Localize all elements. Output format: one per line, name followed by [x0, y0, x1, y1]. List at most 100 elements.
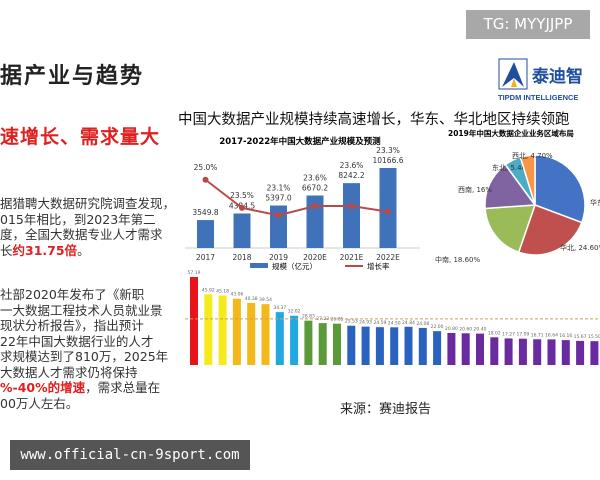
text: 长 — [0, 242, 13, 258]
pie-slice — [484, 163, 537, 210]
bar — [461, 333, 470, 365]
legend-bar-swatch — [250, 263, 268, 268]
bar-label: 17.09 — [516, 332, 529, 338]
chart-title: 2017-2022年中国大数据产业规模及预测 — [219, 136, 381, 147]
bar — [204, 294, 213, 365]
region-pie-chart: 2019年中国大数据企业业务区域布局华东华北, 24.60% 中南, 18.60%… — [435, 128, 600, 264]
bar-label: 24.93 — [359, 320, 372, 326]
text-line: 据猎聘大数据研究院调查发现， — [0, 196, 176, 211]
paragraph-1: 据猎聘大数据研究院调查发现， 015年相比，到2023年第二 度，全国大数据专业… — [0, 196, 190, 258]
x-tick-label: 2017 — [196, 253, 215, 262]
source-note: 来源：赛迪报告 — [340, 402, 432, 417]
x-tick-label: 2021E — [340, 253, 364, 262]
logo-subtext: TIPDM INTELLIGENCE — [498, 93, 579, 102]
bar-label: 22.00 — [431, 324, 444, 330]
headline: 中国大数据产业规模持续高速增长，华东、华北地区持续领跑 — [178, 112, 570, 128]
bar-label: 20.40 — [474, 327, 487, 333]
bar — [197, 220, 214, 248]
bar — [318, 323, 327, 365]
bar — [347, 325, 356, 365]
bar — [533, 339, 542, 365]
bar — [290, 315, 299, 365]
bar-label: 16.16 — [559, 333, 572, 339]
bar-label: 16.71 — [531, 332, 544, 338]
bar-label: 26.85 — [331, 317, 344, 323]
line-label: 23.1% — [267, 184, 291, 193]
bar-label: 45.18 — [216, 288, 229, 294]
bar-label: 40.38 — [245, 296, 258, 302]
bar — [379, 168, 397, 248]
bar-label: 45.92 — [202, 287, 215, 293]
bar — [576, 340, 585, 365]
bar-label: 8242.2 — [338, 171, 364, 180]
bar-label: 24.50 — [388, 320, 401, 326]
bar-label: 28.83 — [302, 314, 315, 320]
bar — [433, 331, 442, 365]
bar — [390, 327, 399, 365]
bar — [518, 338, 527, 365]
bar-label: 57.19 — [188, 270, 201, 276]
logo-text: 泰迪智 — [532, 67, 583, 87]
x-tick-label: 2019 — [269, 253, 288, 262]
text-line: 00万人左右。 — [0, 395, 79, 411]
bar-label: 20.60 — [459, 326, 472, 332]
bar-label: 43.06 — [230, 292, 243, 298]
text-line: 大数据人才需求仍将保持 — [0, 364, 138, 380]
x-tick-label: 2022E — [376, 253, 400, 262]
bar — [561, 340, 570, 365]
bar-label: 17.27 — [502, 331, 515, 337]
text: 。 — [77, 242, 90, 258]
bar — [261, 304, 270, 365]
pie-slice — [534, 154, 586, 224]
bar — [504, 338, 513, 365]
industry-scale-chart: 2017-2022年中国大数据产业规模及预测3549.820174384.520… — [185, 136, 420, 271]
bar-label: 10166.6 — [372, 156, 403, 165]
bar — [418, 327, 427, 365]
slice-label: 中南, 18.60% — [435, 255, 480, 264]
bar — [270, 205, 287, 248]
slice-label: 东北, 5.40% — [492, 163, 533, 172]
line-point — [348, 203, 355, 209]
tg-badge: TG: MYYJJPP — [466, 10, 590, 39]
text-line: 求规模达到了810万，2025年 — [0, 349, 169, 364]
line-point — [239, 204, 245, 211]
legend-bar-label: 规模（亿元） — [272, 261, 317, 271]
slice-label: 华北, 24.60% — [560, 243, 600, 252]
text-line: 22年中国大数据行业的人才 — [0, 333, 154, 349]
line-label: 23.6% — [340, 161, 364, 170]
paragraph-2: 社部2020年发布了《新职 一大数据工程技术人员就业景 现状分析报告》，指出预计… — [0, 287, 190, 411]
text-line: 度，全国大数据专业人才需求 — [0, 227, 163, 242]
bar — [447, 332, 456, 365]
line-point — [312, 203, 318, 209]
text-line: 一大数据工程技术人员就业景 — [0, 302, 163, 318]
bar — [233, 213, 251, 248]
legend-line-label: 增长率 — [367, 261, 390, 271]
line-label: 23.6% — [303, 174, 327, 183]
text: ，需求总量在 — [85, 380, 161, 395]
highlight: 约31.75倍 — [12, 242, 78, 258]
slice-label: 西南, 16% — [458, 185, 492, 194]
bar — [547, 339, 556, 365]
bar-label: 24.84 — [402, 320, 415, 326]
bar-label: 24.59 — [373, 320, 386, 326]
bar-label: 32.02 — [288, 309, 301, 315]
highlight: %-40%的增速 — [0, 380, 86, 395]
pie-slice — [517, 204, 583, 256]
growth-line — [204, 178, 389, 217]
bar-label: 15.50 — [588, 334, 600, 340]
pie-slice — [519, 154, 536, 206]
bar — [333, 323, 341, 365]
bar — [476, 333, 484, 365]
bar-label: 3549.8 — [192, 208, 218, 217]
logo-icon — [498, 58, 528, 90]
bar — [343, 183, 360, 248]
bar-label: 25.53 — [345, 319, 358, 325]
logo: 泰迪智 TIPDM INTELLIGENCE — [498, 58, 598, 104]
bar-label: 39.54 — [259, 297, 272, 303]
bar — [218, 295, 227, 365]
bar-label: 24.08 — [416, 321, 429, 327]
line-label: 25.0% — [194, 163, 218, 172]
bar — [232, 298, 241, 365]
x-tick-label: 2020E — [303, 253, 327, 262]
